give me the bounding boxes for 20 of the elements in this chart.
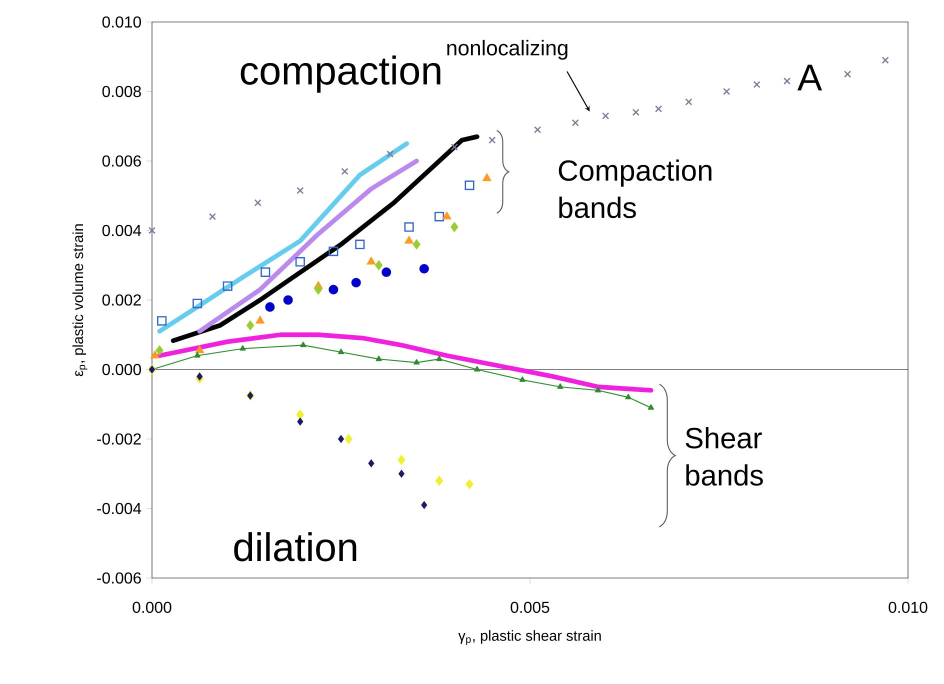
x-axis-title: γ$_{p}$, plastic shear strain bbox=[458, 630, 601, 645]
y-tick-label: 0.006 bbox=[102, 155, 141, 167]
y-tick-label: 0.008 bbox=[102, 86, 141, 98]
annotation: A bbox=[797, 64, 822, 90]
y-tick-label: 0.000 bbox=[102, 364, 142, 376]
annotation: dilation bbox=[234, 532, 356, 562]
y-axis-title: ε$_{p}$, plastic volume strain bbox=[72, 224, 88, 376]
y-tick-label: 0.002 bbox=[102, 294, 141, 306]
y-tick-label: -0.002 bbox=[97, 433, 141, 445]
x-tick-label: 0.010 bbox=[888, 602, 928, 613]
y-tick-label: -0.004 bbox=[97, 502, 142, 514]
y-tick-label: 0.004 bbox=[102, 224, 142, 236]
x-tick-label: 0.005 bbox=[510, 602, 550, 613]
annotation: compaction bbox=[240, 56, 440, 93]
x-tick-label: 0.000 bbox=[132, 602, 172, 613]
annotation: Shear bands bbox=[686, 427, 763, 486]
annotation: Compaction bands bbox=[558, 159, 712, 218]
y-tick-label: -0.006 bbox=[97, 572, 141, 584]
annotation: nonlocalizing bbox=[447, 40, 568, 60]
y-tick-label: 0.010 bbox=[102, 16, 142, 28]
